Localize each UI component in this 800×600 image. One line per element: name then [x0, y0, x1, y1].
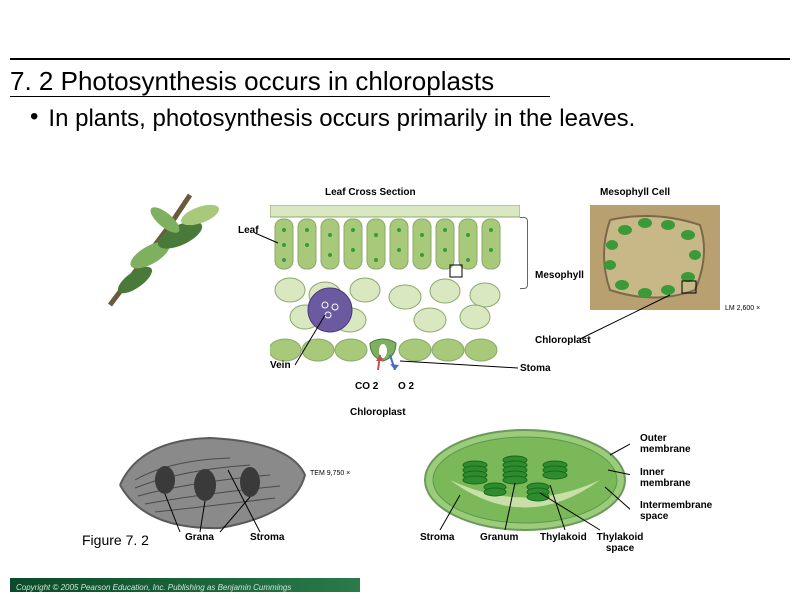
title-underline — [10, 96, 550, 97]
copyright-text: Copyright © 2005 Pearson Education, Inc.… — [16, 583, 291, 592]
label-thylakoid-space: Thylakoid space — [595, 532, 645, 554]
leader-lines-icon — [20, 175, 780, 535]
top-divider — [10, 58, 790, 60]
section-number: 7. 2 — [10, 66, 53, 96]
bullet-marker: • — [30, 104, 38, 130]
bullet-text: In plants, photosynthesis occurs primari… — [48, 104, 635, 134]
section-title-text: Photosynthesis occurs in chloroplasts — [61, 66, 495, 96]
figure-caption: Figure 7. 2 — [82, 532, 149, 548]
bullet-row: • In plants, photosynthesis occurs prima… — [30, 104, 760, 134]
section-title: 7. 2 Photosynthesis occurs in chloroplas… — [10, 66, 494, 97]
diagram-area: Leaf Cross Section Mesophyll Cell Leaf M… — [20, 175, 780, 535]
